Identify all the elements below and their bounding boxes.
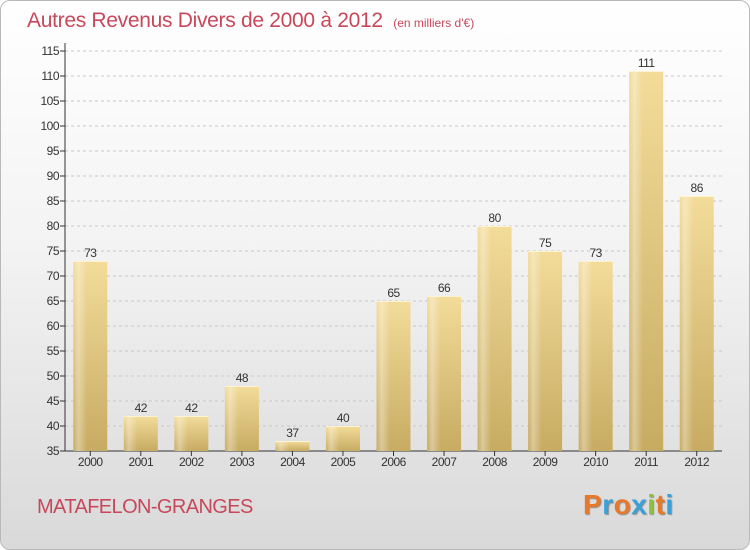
y-tick-label: 80 — [47, 219, 60, 233]
data-label: 48 — [236, 371, 249, 385]
bar-highlight — [275, 441, 310, 451]
bar-highlight — [73, 261, 108, 451]
logo-letter: o — [613, 489, 632, 520]
proxiti-logo: Proxiti — [583, 489, 674, 521]
y-tick-label: 50 — [47, 369, 60, 383]
data-label: 66 — [438, 281, 451, 295]
bar-highlight — [528, 251, 563, 451]
y-tick-label: 85 — [47, 194, 60, 208]
data-label: 86 — [691, 181, 704, 195]
y-tick-label: 35 — [47, 444, 60, 458]
y-tick-label: 105 — [40, 94, 59, 108]
logo-letter: i — [665, 489, 674, 520]
logo-letter: P — [583, 489, 603, 520]
x-tick-label: 2009 — [533, 455, 559, 469]
x-tick-label: 2010 — [583, 455, 609, 469]
bar-highlight — [427, 296, 462, 451]
data-label: 75 — [539, 236, 552, 250]
data-label: 65 — [387, 286, 400, 300]
y-tick-label: 45 — [47, 394, 60, 408]
x-tick-label: 2008 — [482, 455, 508, 469]
x-tick-label: 2007 — [432, 455, 458, 469]
chart-title-unit: (en milliers d'€) — [393, 16, 475, 30]
x-tick-label: 2005 — [331, 455, 357, 469]
data-label: 42 — [135, 401, 148, 415]
bar-highlight — [477, 226, 512, 451]
y-tick-label: 95 — [47, 144, 60, 158]
y-tick-label: 40 — [47, 419, 60, 433]
y-tick-label: 90 — [47, 169, 60, 183]
x-tick-label: 2012 — [684, 455, 710, 469]
x-tick-label: 2004 — [280, 455, 306, 469]
bar-highlight — [376, 301, 411, 451]
chart-title: Autres Revenus Divers de 2000 à 2012 (en… — [27, 9, 474, 33]
x-tick-label: 2000 — [78, 455, 104, 469]
logo-letter: r — [602, 489, 614, 520]
logo-letter: x — [631, 489, 648, 520]
bar-highlight — [224, 386, 259, 451]
y-tick-label: 55 — [47, 344, 60, 358]
y-tick-label: 65 — [47, 294, 60, 308]
commune-name: MATAFELON-GRANGES — [37, 496, 253, 518]
data-label: 40 — [337, 411, 350, 425]
y-tick-label: 100 — [40, 119, 59, 133]
data-label: 37 — [286, 426, 299, 440]
bar-highlight — [174, 416, 209, 451]
x-tick-label: 2006 — [381, 455, 407, 469]
logo-letter: t — [655, 489, 666, 520]
bar-highlight — [123, 416, 158, 451]
x-tick-label: 2003 — [230, 455, 256, 469]
x-tick-label: 2002 — [179, 455, 205, 469]
x-tick-label: 2001 — [128, 455, 154, 469]
y-tick-label: 115 — [41, 44, 59, 58]
bar-highlight — [578, 261, 613, 451]
x-tick-label: 2011 — [634, 455, 659, 469]
y-tick-label: 75 — [47, 244, 60, 258]
bar-highlight — [325, 426, 360, 451]
data-label: 42 — [185, 401, 198, 415]
chart-title-main: Autres Revenus Divers de 2000 à 2012 — [27, 9, 383, 32]
logo-letter: i — [647, 489, 656, 520]
y-tick-label: 110 — [41, 69, 59, 83]
y-tick-label: 70 — [47, 269, 60, 283]
bar-highlight — [629, 71, 664, 451]
data-label: 111 — [638, 56, 656, 70]
data-label: 73 — [589, 246, 602, 260]
data-label: 73 — [84, 246, 97, 260]
y-tick-label: 60 — [47, 319, 60, 333]
bar-highlight — [679, 196, 714, 451]
data-label: 80 — [488, 211, 501, 225]
